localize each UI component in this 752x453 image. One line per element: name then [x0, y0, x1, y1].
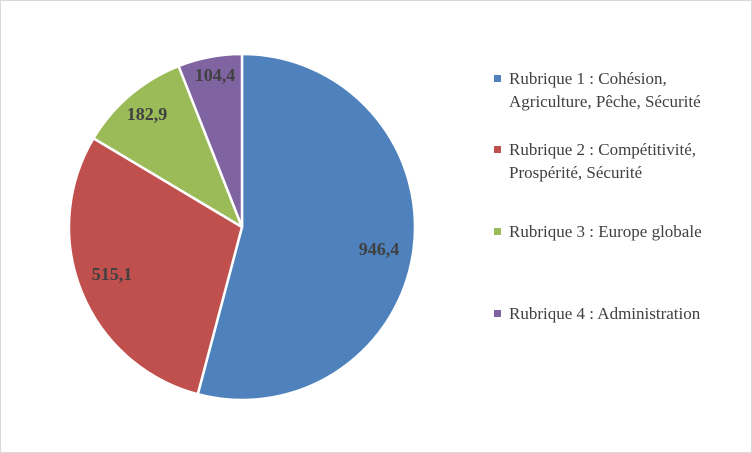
data-label-4: 104,4: [195, 65, 236, 85]
legend-label: Rubrique 2 : Compétitivité, Prospérité, …: [509, 140, 696, 182]
legend-swatch: [494, 146, 501, 153]
legend-swatch: [494, 310, 501, 317]
data-label-1: 946,4: [359, 239, 400, 259]
legend-item-rubrique-4: Rubrique 4 : Administration: [494, 302, 749, 325]
legend: Rubrique 1 : Cohésion, Agriculture, Pêch…: [494, 67, 749, 325]
legend-label: Rubrique 3 : Europe globale: [509, 222, 702, 241]
pie-slices: [67, 52, 417, 402]
pie-slice-1: [196, 52, 417, 402]
legend-item-rubrique-1: Rubrique 1 : Cohésion, Agriculture, Pêch…: [494, 67, 749, 138]
legend-label: Rubrique 1 : Cohésion, Agriculture, Pêch…: [509, 69, 701, 111]
pie-slice-4: [177, 52, 244, 229]
pie-slice-3: [92, 64, 244, 229]
legend-item-rubrique-2: Rubrique 2 : Compétitivité, Prospérité, …: [494, 138, 749, 220]
pie-data-labels: 946,4 515,1 182,9 104,4: [92, 65, 400, 284]
data-label-2: 515,1: [92, 264, 133, 284]
legend-item-rubrique-3: Rubrique 3 : Europe globale: [494, 220, 749, 302]
legend-label: Rubrique 4 : Administration: [509, 304, 701, 323]
legend-swatch: [494, 75, 501, 82]
data-label-3: 182,9: [127, 104, 168, 124]
legend-swatch: [494, 228, 501, 235]
